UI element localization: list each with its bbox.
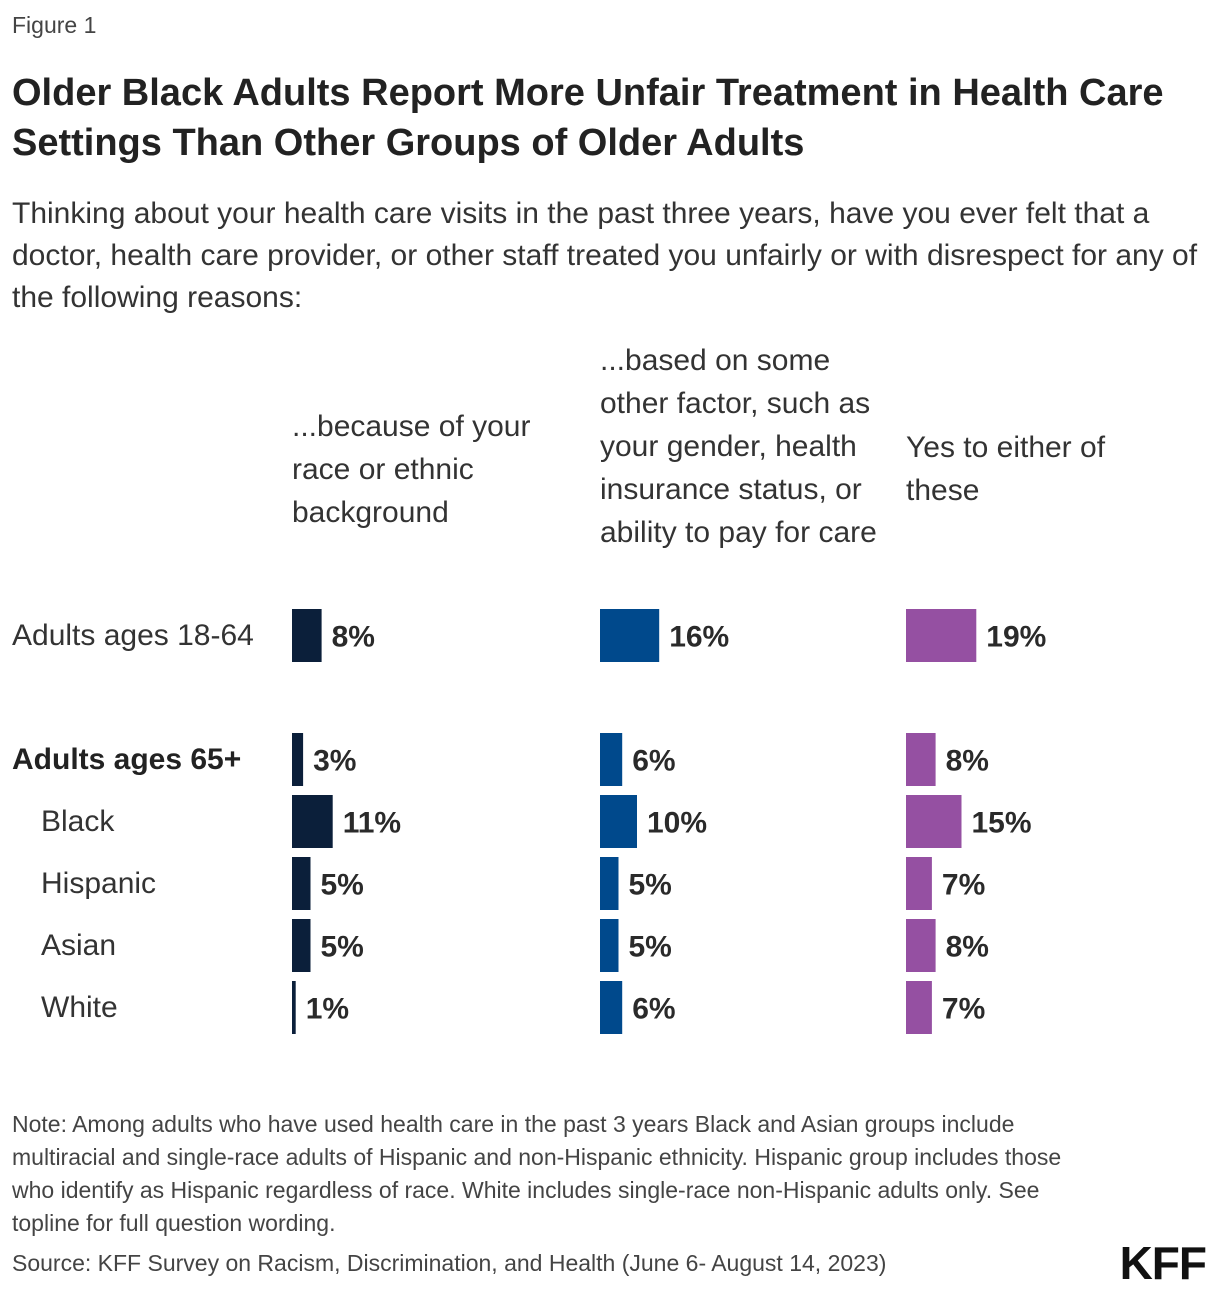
data-label-series2-white: 6% <box>632 993 675 1026</box>
bar-series1-hispanic <box>292 857 311 910</box>
data-label-series1-white: 1% <box>306 993 349 1026</box>
bar-series2-adults-ages-18-64 <box>600 609 660 662</box>
kff-logo: KFF <box>1119 1237 1207 1289</box>
bar-series2-hispanic <box>600 857 619 910</box>
data-label-series1-adults-ages-65: 3% <box>313 745 356 778</box>
bar-series3-adults-ages-65 <box>906 733 936 786</box>
bar-series3-white <box>906 981 932 1034</box>
bar-series3-adults-ages-18-64 <box>906 609 977 662</box>
figure-label: Figure 1 <box>12 12 97 38</box>
row-label-adults-65-plus: Adults ages 65+ <box>12 743 242 776</box>
data-label-series3-adults-ages-65: 8% <box>946 745 989 778</box>
bar-series2-white <box>600 981 623 1034</box>
footnote: Note: Among adults who have used health … <box>12 1111 1062 1236</box>
data-label-series3-white: 7% <box>942 993 985 1026</box>
data-label-series3-asian: 8% <box>946 931 989 964</box>
chart-title: Older Black Adults Report More Unfair Tr… <box>12 72 1164 164</box>
bar-series2-black <box>600 795 637 848</box>
row-label-asian: Asian <box>41 929 117 962</box>
source-line: Source: KFF Survey on Racism, Discrimina… <box>12 1250 887 1276</box>
data-label-series1-adults-ages-18-64: 8% <box>332 621 375 654</box>
data-label-series2-hispanic: 5% <box>629 869 672 902</box>
bar-series1-black <box>292 795 333 848</box>
row-label-hispanic: Hispanic <box>41 867 157 900</box>
row-label-adults-18-64: Adults ages 18-64 <box>12 619 254 652</box>
data-label-series2-adults-ages-65: 6% <box>632 745 675 778</box>
bar-series3-asian <box>906 919 936 972</box>
column-header-other-factor: ...based on some other factor, such as y… <box>600 344 877 549</box>
column-header-race: ...because of your race or ethnic backgr… <box>292 410 531 529</box>
data-label-series3-black: 15% <box>972 807 1032 840</box>
data-label-series3-adults-ages-18-64: 19% <box>986 621 1046 654</box>
chart-subtitle: Thinking about your health care visits i… <box>12 197 1198 314</box>
bar-series1-white <box>292 981 296 1034</box>
data-label-series2-asian: 5% <box>629 931 672 964</box>
data-label-series1-hispanic: 5% <box>321 869 364 902</box>
column-header-either: Yes to either of these <box>906 431 1106 507</box>
bar-series1-asian <box>292 919 311 972</box>
data-label-series2-adults-ages-18-64: 16% <box>669 621 729 654</box>
bar-series3-hispanic <box>906 857 932 910</box>
data-label-series2-black: 10% <box>647 807 707 840</box>
row-label-black: Black <box>41 805 115 838</box>
data-label-series1-black: 11% <box>343 807 401 840</box>
bar-series1-adults-ages-65 <box>292 733 304 786</box>
row-label-white: White <box>41 991 118 1024</box>
bar-series2-asian <box>600 919 619 972</box>
data-label-series1-asian: 5% <box>321 931 364 964</box>
bar-series1-adults-ages-18-64 <box>292 609 322 662</box>
bar-series2-adults-ages-65 <box>600 733 623 786</box>
bar-series3-black <box>906 795 962 848</box>
data-label-series3-hispanic: 7% <box>942 869 985 902</box>
